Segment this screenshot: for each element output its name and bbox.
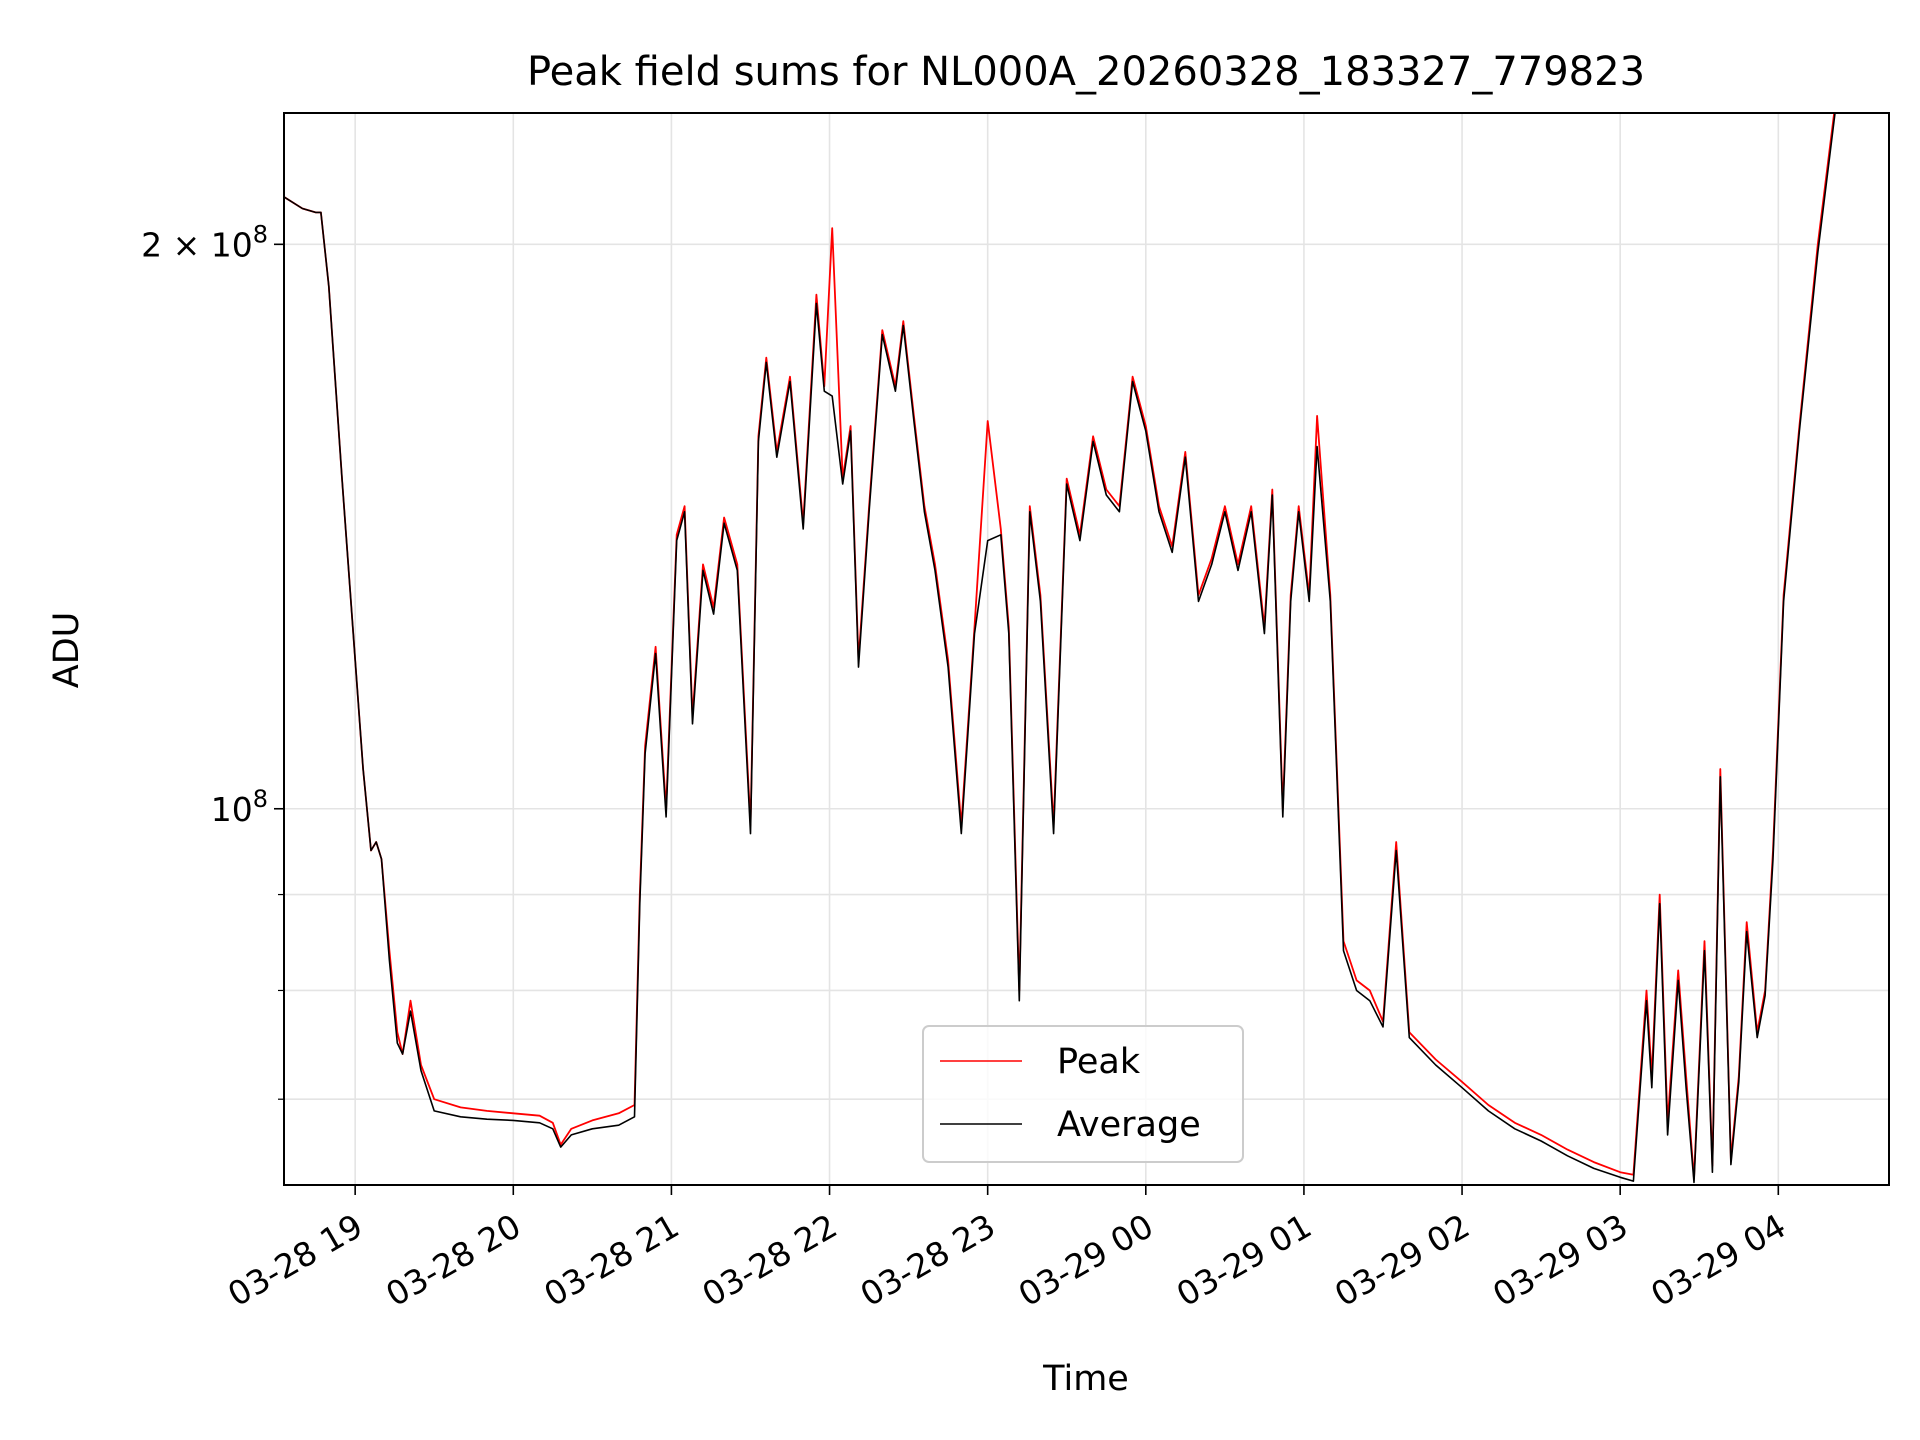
legend-box xyxy=(922,1025,1244,1163)
average-series-line xyxy=(284,113,1836,1184)
legend: Peak Average xyxy=(922,1025,1244,1163)
chart-title: Peak field sums for NL000A_20260328_1833… xyxy=(527,49,1645,95)
y-tick-label: 108 xyxy=(211,785,268,829)
legend-peak-label: Peak xyxy=(1057,1042,1141,1082)
y-axis-label: ADU xyxy=(47,612,87,689)
series-lines xyxy=(284,113,1836,1184)
legend-average-label: Average xyxy=(1057,1105,1201,1145)
x-axis-label: Time xyxy=(1042,1359,1129,1399)
y-tick-label: 2 × 108 xyxy=(141,220,268,264)
plot-frame xyxy=(283,112,1890,1186)
